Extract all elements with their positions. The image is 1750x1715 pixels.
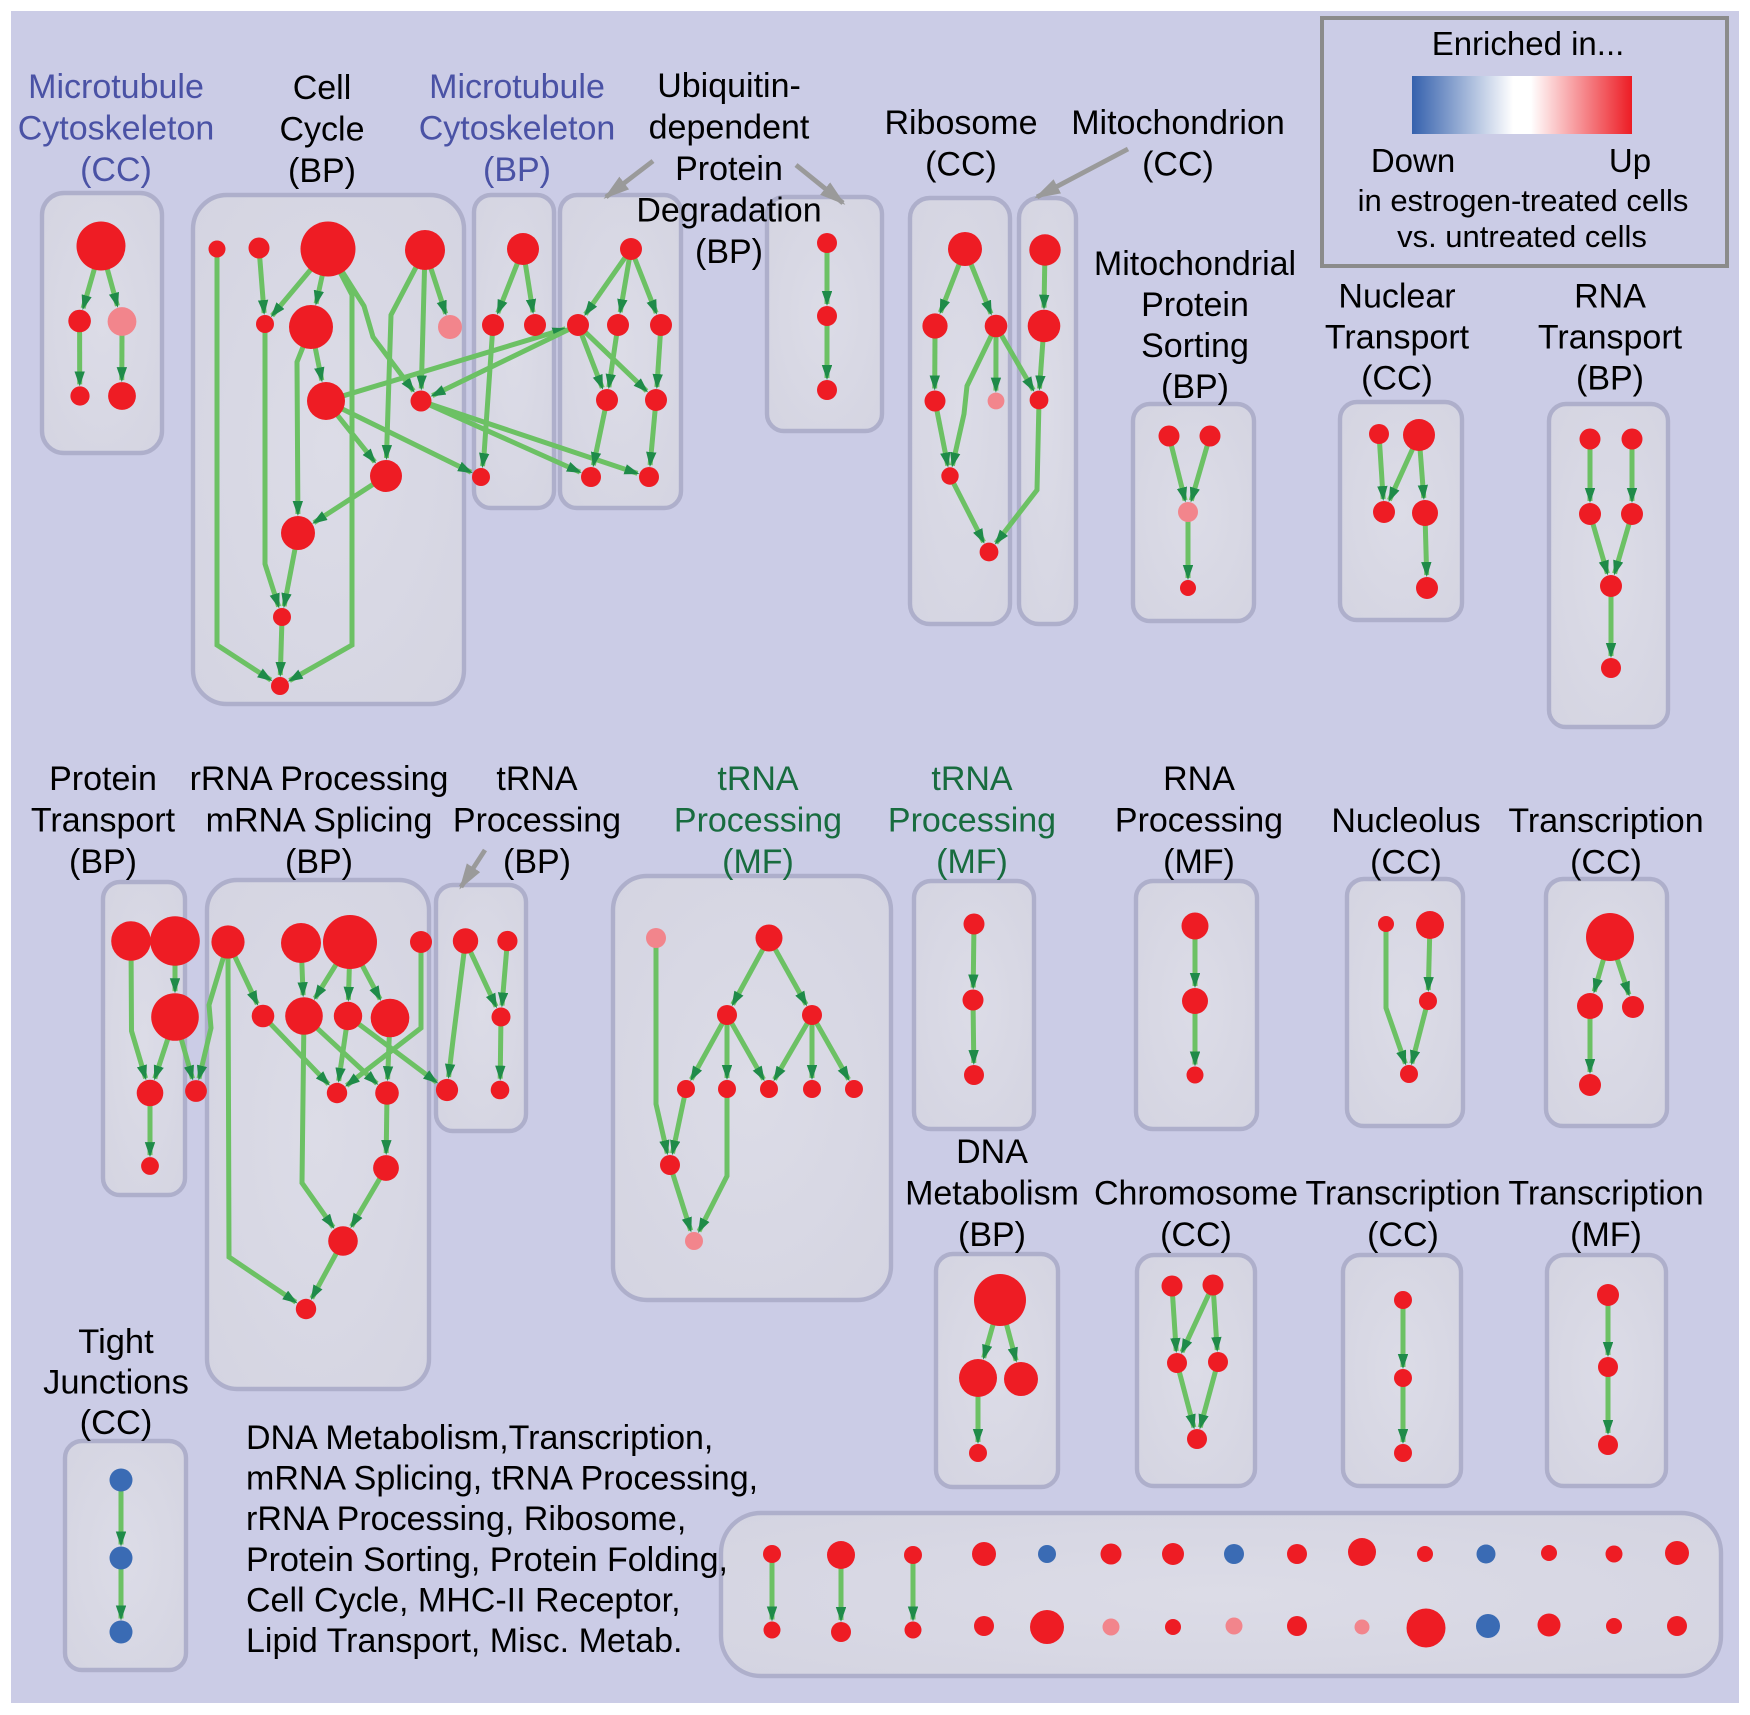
svg-text:Nucleolus(CC): Nucleolus (CC) — [1331, 802, 1480, 882]
svg-text:Transcription(CC): Transcription (CC) — [1508, 802, 1703, 882]
svg-text:Up: Up — [1609, 142, 1651, 179]
svg-text:Transcription(CC): Transcription (CC) — [1305, 1175, 1500, 1255]
svg-text:Enriched in...: Enriched in... — [1432, 25, 1625, 62]
svg-text:Mitochondrion(CC): Mitochondrion (CC) — [1071, 104, 1285, 184]
svg-text:Ribosome(CC): Ribosome (CC) — [884, 104, 1037, 184]
svg-text:Transcription(MF): Transcription (MF) — [1508, 1175, 1703, 1255]
svg-text:in estrogen-treated cells: in estrogen-treated cells — [1358, 183, 1689, 218]
svg-text:Down: Down — [1371, 142, 1455, 179]
svg-text:vs. untreated cells: vs. untreated cells — [1397, 219, 1647, 254]
svg-text:DNA Metabolism,Transcription,m: DNA Metabolism,Transcription, mRNA Splici… — [246, 1419, 758, 1660]
svg-text:Chromosome(CC): Chromosome (CC) — [1094, 1175, 1298, 1255]
